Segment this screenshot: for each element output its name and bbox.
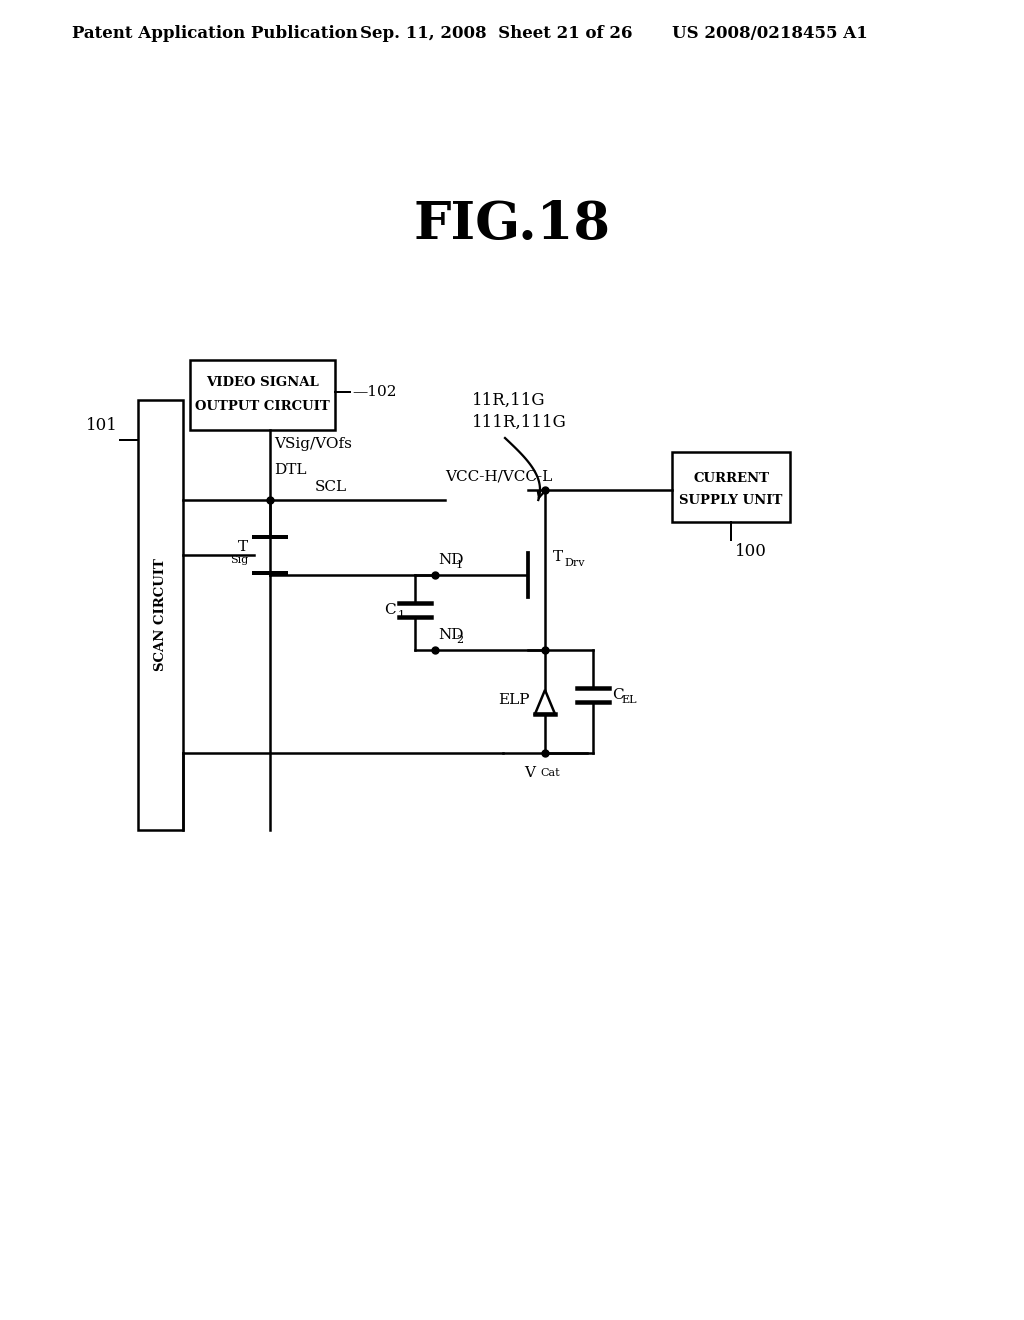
Text: VSig/VOfs: VSig/VOfs (274, 437, 352, 451)
Text: —102: —102 (352, 385, 396, 399)
Text: 1: 1 (398, 610, 406, 620)
Text: Drv: Drv (564, 558, 585, 568)
Text: SCL: SCL (315, 480, 347, 494)
Text: Sep. 11, 2008  Sheet 21 of 26: Sep. 11, 2008 Sheet 21 of 26 (360, 25, 633, 41)
Bar (138, 400, 183, 830)
Text: SCAN CIRCUIT: SCAN CIRCUIT (154, 558, 167, 672)
Text: OUTPUT CIRCUIT: OUTPUT CIRCUIT (196, 400, 330, 413)
Text: EL: EL (621, 696, 637, 705)
Text: US 2008/0218455 A1: US 2008/0218455 A1 (672, 25, 867, 41)
Text: 101: 101 (86, 417, 118, 433)
Text: Sig: Sig (229, 554, 248, 565)
Text: ND: ND (438, 553, 464, 568)
Text: V: V (524, 766, 535, 780)
Text: 111R,111G: 111R,111G (472, 413, 566, 430)
Text: C: C (384, 603, 396, 616)
Text: 2: 2 (456, 635, 463, 645)
Text: 1: 1 (456, 560, 463, 570)
Text: T: T (238, 540, 248, 554)
Text: FIG.18: FIG.18 (414, 199, 610, 251)
Text: ND: ND (438, 628, 464, 642)
Bar (672, 451, 790, 521)
Bar (190, 360, 335, 430)
Text: C: C (612, 688, 624, 702)
Text: Cat: Cat (540, 768, 560, 777)
Text: 100: 100 (735, 544, 767, 561)
Text: VCC-H/VCC-L: VCC-H/VCC-L (445, 469, 552, 483)
Text: 11R,11G: 11R,11G (472, 392, 546, 408)
Text: SUPPLY UNIT: SUPPLY UNIT (679, 494, 782, 507)
Text: T: T (553, 550, 563, 564)
Text: VIDEO SIGNAL: VIDEO SIGNAL (206, 376, 318, 389)
Text: Patent Application Publication: Patent Application Publication (72, 25, 357, 41)
Text: ELP: ELP (499, 693, 530, 708)
Text: DTL: DTL (274, 463, 306, 477)
Text: CURRENT: CURRENT (693, 471, 769, 484)
